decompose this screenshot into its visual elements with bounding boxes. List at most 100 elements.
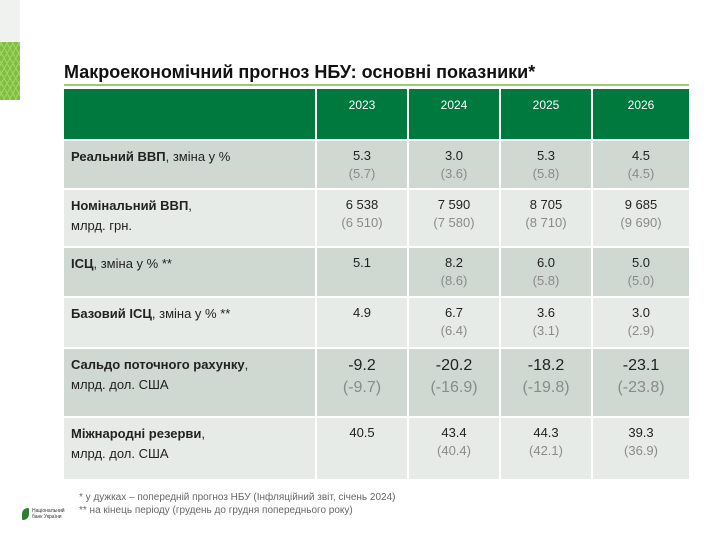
table-row: Номінальний ВВП, млрд. грн. 6 538 (6 510) 7 … bbox=[64, 188, 689, 247]
indicator-name: ІСЦ bbox=[71, 256, 94, 271]
forecast-value: 3.0 bbox=[444, 148, 464, 163]
previous-forecast-value: (8 710) bbox=[525, 215, 567, 230]
forecast-value: 6.7 bbox=[444, 305, 464, 320]
value-cell: 6.0 (5.8) bbox=[499, 246, 592, 297]
forecast-value: -23.1 bbox=[622, 357, 660, 374]
nbu-logo-icon bbox=[22, 508, 29, 520]
value-cell: 3.6 (3.1) bbox=[499, 296, 592, 348]
indicator-name: Сальдо поточного рахунку bbox=[71, 357, 245, 372]
indicator-unit: , зміна у % ** bbox=[93, 256, 172, 271]
forecast-value: 8 705 bbox=[529, 197, 563, 212]
row-label: Міжнародні резерви, млрд. дол. США bbox=[64, 416, 316, 479]
forecast-value: 5.1 bbox=[352, 255, 372, 270]
value-cell: 9 685 (9 690) bbox=[591, 188, 689, 247]
indicator-unit-line: млрд. дол. США bbox=[71, 446, 169, 461]
indicator-name: Номінальний ВВП bbox=[71, 198, 189, 213]
value-cell: 40.5 bbox=[315, 416, 408, 479]
value-cell: 8.2 (8.6) bbox=[407, 246, 500, 297]
previous-forecast-value: (42.1) bbox=[529, 443, 563, 458]
value-cell: 6 538 (6 510) bbox=[315, 188, 408, 247]
previous-forecast-value: (-19.8) bbox=[522, 379, 570, 396]
previous-forecast-value: (-9.7) bbox=[342, 379, 382, 396]
previous-forecast-value: (5.7) bbox=[348, 166, 376, 181]
footnotes: * у дужках – попередній прогноз НБУ (Інф… bbox=[79, 491, 396, 517]
previous-forecast-value: (5.0) bbox=[627, 273, 655, 288]
previous-forecast-value: (5.8) bbox=[532, 166, 560, 181]
previous-forecast-value: (3.1) bbox=[532, 323, 560, 338]
indicator-unit-line: млрд. грн. bbox=[71, 218, 133, 233]
value-cell: 43.4 (40.4) bbox=[407, 416, 500, 479]
value-cell: 4.9 bbox=[315, 296, 408, 348]
decorative-corner bbox=[0, 0, 20, 42]
previous-forecast-value: (-16.9) bbox=[430, 379, 478, 396]
footnote: * у дужках – попередній прогноз НБУ (Інф… bbox=[79, 492, 396, 503]
row-label: Сальдо поточного рахунку, млрд. дол. США bbox=[64, 347, 316, 417]
forecast-value: 39.3 bbox=[628, 425, 654, 440]
previous-forecast-value: (36.9) bbox=[624, 443, 658, 458]
page-title: Макроекономічний прогноз НБУ: основні по… bbox=[64, 62, 536, 82]
forecast-value: 43.4 bbox=[441, 425, 467, 440]
decorative-pattern bbox=[0, 42, 20, 100]
forecast-value: 4.5 bbox=[631, 148, 651, 163]
column-header: 2026 bbox=[591, 89, 689, 140]
row-label: ІСЦ, зміна у % ** bbox=[64, 246, 316, 297]
value-cell: 8 705 (8 710) bbox=[499, 188, 592, 247]
previous-forecast-value: (3.6) bbox=[440, 166, 468, 181]
value-cell: 3.0 (2.9) bbox=[591, 296, 689, 348]
previous-forecast-value: (5.8) bbox=[532, 273, 560, 288]
value-cell: -23.1 (-23.8) bbox=[591, 347, 689, 417]
previous-forecast-value: (-23.8) bbox=[617, 379, 665, 396]
forecast-value: 3.0 bbox=[631, 305, 651, 320]
forecast-value: 9 685 bbox=[624, 197, 658, 212]
previous-forecast-value: (9 690) bbox=[620, 215, 662, 230]
column-header: 2023 bbox=[315, 89, 408, 140]
footnote: ** на кінець періоду (грудень до грудня … bbox=[79, 505, 353, 516]
forecast-value: 5.3 bbox=[352, 148, 372, 163]
value-cell: -9.2 (-9.7) bbox=[315, 347, 408, 417]
value-cell: -18.2 (-19.8) bbox=[499, 347, 592, 417]
row-label: Базовий ІСЦ, зміна у % ** bbox=[64, 296, 316, 348]
indicator-unit: , bbox=[201, 426, 206, 441]
table-row: Реальний ВВП, зміна у % 5.3 (5.7) 3.0 (3.6) 5… bbox=[64, 139, 689, 189]
indicator-unit: , зміна у % ** bbox=[151, 306, 231, 321]
title-divider bbox=[64, 84, 689, 86]
column-header: 2024 bbox=[407, 89, 500, 140]
previous-forecast-value: (6.4) bbox=[440, 323, 468, 338]
table-row: Базовий ІСЦ, зміна у % ** 4.9 6.7 (6.4) 3.6 (… bbox=[64, 296, 689, 348]
logo-line: Національний bbox=[32, 508, 65, 514]
previous-forecast-value: (40.4) bbox=[437, 443, 471, 458]
indicator-unit: , bbox=[188, 198, 192, 213]
indicator-unit: , зміна у % bbox=[165, 149, 231, 164]
previous-forecast-value: (8.6) bbox=[440, 273, 468, 288]
indicator-name: Міжнародні резерви bbox=[71, 426, 202, 441]
indicator-unit: , bbox=[244, 357, 249, 372]
previous-forecast-value: (2.9) bbox=[627, 323, 655, 338]
table-row: Міжнародні резерви, млрд. дол. США 40.5 43.… bbox=[64, 416, 689, 479]
forecast-value: 3.6 bbox=[536, 305, 556, 320]
forecast-value: -9.2 bbox=[348, 357, 376, 374]
value-cell: -20.2 (-16.9) bbox=[407, 347, 500, 417]
value-cell: 5.1 bbox=[315, 246, 408, 297]
forecast-value: -18.2 bbox=[527, 357, 565, 374]
value-cell: 5.0 (5.0) bbox=[591, 246, 689, 297]
forecast-value: 5.0 bbox=[631, 255, 651, 270]
forecast-value: 6.0 bbox=[536, 255, 556, 270]
indicator-unit-line: млрд. дол. США bbox=[71, 377, 169, 392]
value-cell: 7 590 (7 580) bbox=[407, 188, 500, 247]
forecast-value: 5.3 bbox=[536, 148, 556, 163]
column-header bbox=[64, 89, 316, 140]
row-label: Реальний ВВП, зміна у % bbox=[64, 139, 316, 189]
forecast-value: 7 590 bbox=[437, 197, 471, 212]
nbu-logo: Національний банк України bbox=[22, 508, 65, 520]
forecast-value: 4.9 bbox=[352, 305, 372, 320]
value-cell: 5.3 (5.7) bbox=[315, 139, 408, 189]
value-cell: 5.3 (5.8) bbox=[499, 139, 592, 189]
forecast-value: 40.5 bbox=[349, 425, 375, 440]
indicator-name: Реальний ВВП bbox=[71, 149, 166, 164]
previous-forecast-value: (6 510) bbox=[341, 215, 383, 230]
logo-line: банк України bbox=[32, 514, 62, 520]
previous-forecast-value: (7 580) bbox=[433, 215, 475, 230]
table-row: ІСЦ, зміна у % ** 5.1 8.2 (8.6) 6.0 (5.8) 5.0 (… bbox=[64, 246, 689, 297]
forecast-value: 6 538 bbox=[345, 197, 379, 212]
value-cell: 44.3 (42.1) bbox=[499, 416, 592, 479]
